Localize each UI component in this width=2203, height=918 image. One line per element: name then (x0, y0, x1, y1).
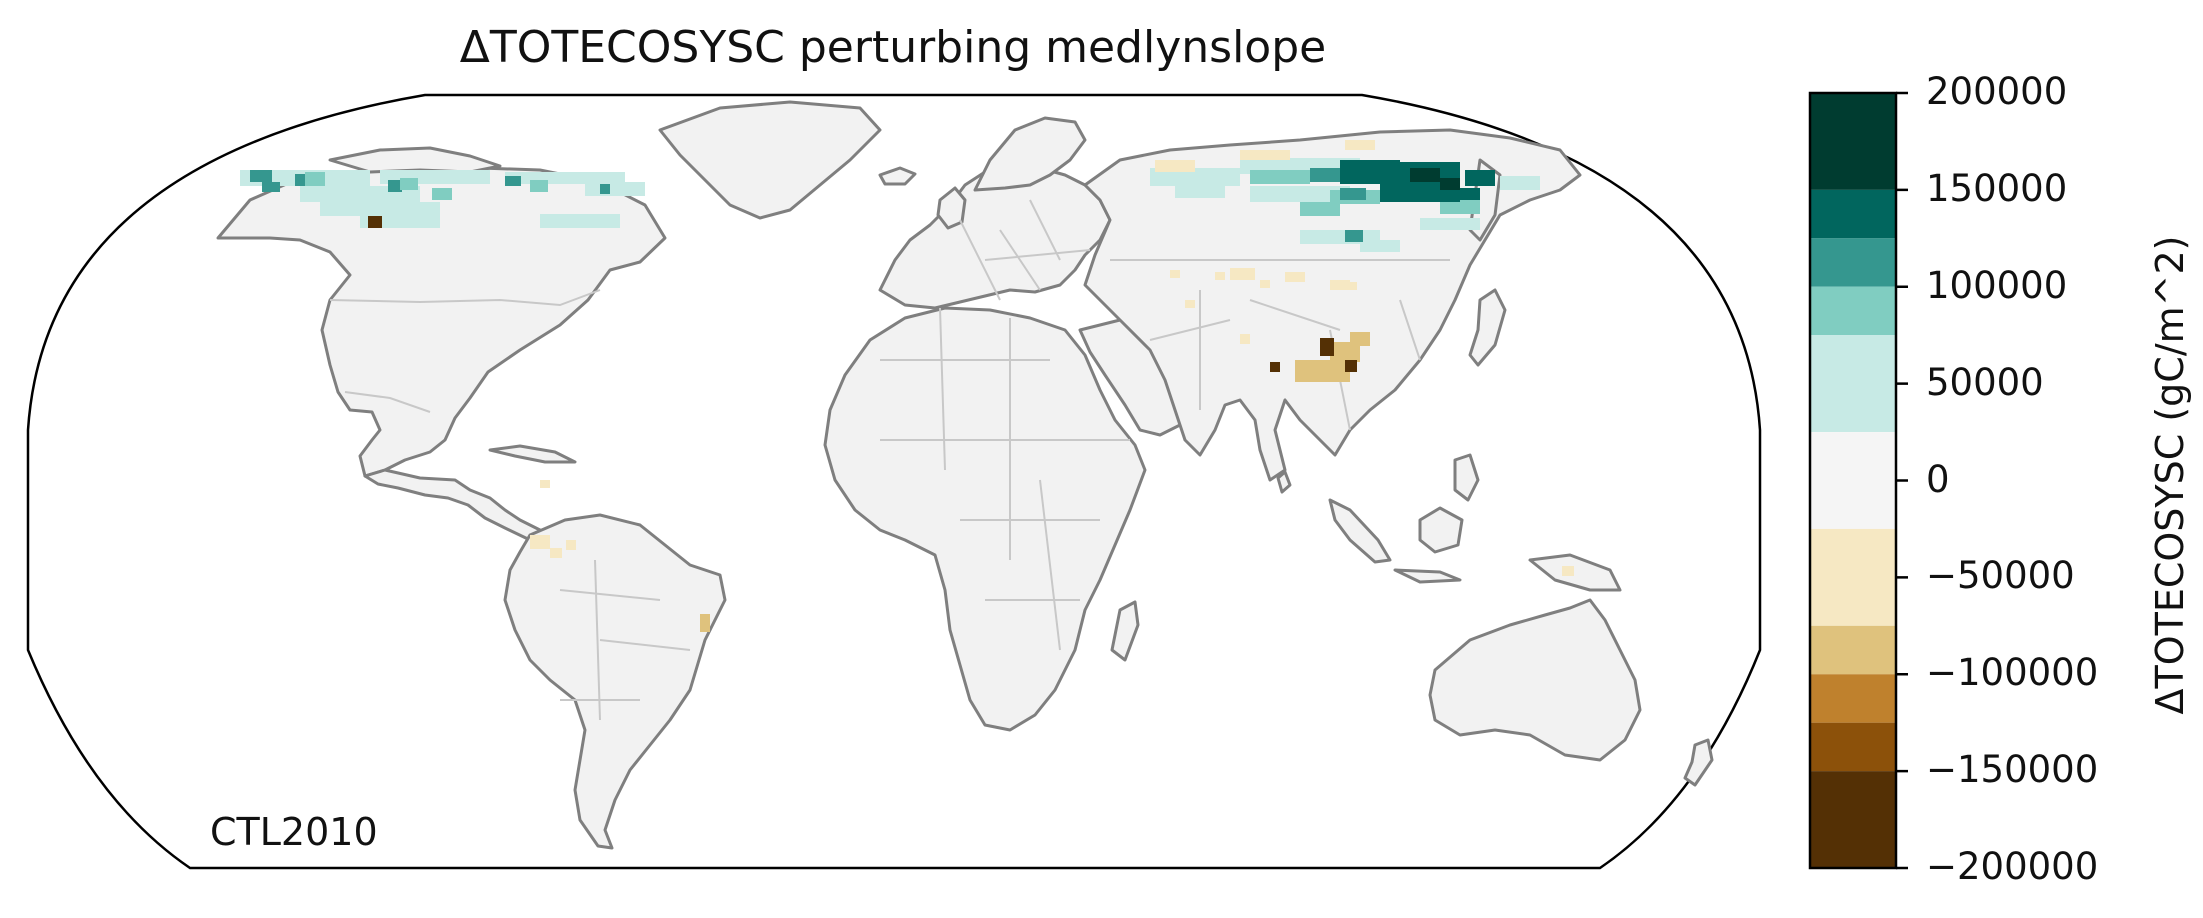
cells-central-asia (1170, 270, 1357, 308)
colorbar-bin-6 (1810, 528, 1896, 626)
cells-south-america (530, 480, 1574, 632)
philippines (1453, 453, 1480, 502)
colorbar-bin-0 (1810, 93, 1896, 190)
anomaly-cells (240, 140, 1574, 632)
us-canada-border (329, 289, 601, 307)
south-america-borders (559, 559, 691, 721)
cell-yukon-negative (368, 216, 382, 228)
borneo (1418, 506, 1464, 554)
cells-siberia-negative (1155, 140, 1375, 290)
europe-borders (959, 199, 1091, 301)
land-layer (216, 100, 1714, 850)
colorbar-bin-2 (1810, 238, 1896, 287)
colorbar-tick-label: 100000 (1926, 263, 2068, 307)
colorbar-bin-5 (1810, 432, 1896, 529)
cuba (488, 444, 577, 464)
cells-tibet (1240, 332, 1370, 382)
colorbar-tick-label: 150000 (1926, 166, 2068, 210)
cells-canada-mid (305, 172, 548, 200)
colorbar-bin-3 (1810, 286, 1896, 336)
colorbar-tick-label: −100000 (1926, 651, 2099, 695)
south-america-landmass (503, 513, 727, 850)
new-guinea (1528, 553, 1622, 592)
java (1393, 568, 1462, 584)
new-zealand (1683, 738, 1714, 787)
cells-siberia-darkest (1410, 168, 1460, 190)
colorbar-tick-label: 0 (1926, 457, 1950, 501)
colorbar-bin-4 (1810, 335, 1896, 433)
cells-canada-teal (250, 170, 610, 194)
colorbar-bin-7 (1810, 625, 1896, 675)
colorbar-bin-10 (1810, 771, 1896, 868)
sumatra (1328, 498, 1392, 564)
scandinavia (973, 116, 1087, 192)
asia-landmass (1083, 128, 1582, 482)
north-america-landmass (216, 166, 667, 478)
iceland (878, 166, 917, 186)
run-label: CTL2010 (210, 810, 378, 854)
colorbar-tick-label: −50000 (1926, 554, 2075, 598)
colorbar-tick-label: 200000 (1926, 70, 2068, 113)
colorbar-axis-label: ΔTOTECOSYSC (gC/m^2) (2148, 235, 2192, 715)
madagascar (1110, 600, 1140, 662)
japan (1468, 288, 1507, 367)
map-title: ΔTOTECOSYSC perturbing medlynslope (459, 22, 1327, 73)
greenland (658, 100, 882, 220)
us-mexico-border (344, 391, 431, 413)
africa-borders (880, 307, 1130, 651)
colorbar-bin-8 (1810, 674, 1896, 723)
australia-landmass (1428, 598, 1642, 762)
colorbar-tick-label: −200000 (1926, 845, 2099, 888)
colorbar-tick-label: 50000 (1926, 360, 2044, 404)
colorbar (1808, 91, 1908, 870)
colorbar-tick-label: −150000 (1926, 748, 2099, 792)
sri-lanka (1276, 470, 1292, 494)
colorbar-bin-9 (1810, 722, 1896, 772)
colorbar-bin-1 (1810, 189, 1896, 239)
